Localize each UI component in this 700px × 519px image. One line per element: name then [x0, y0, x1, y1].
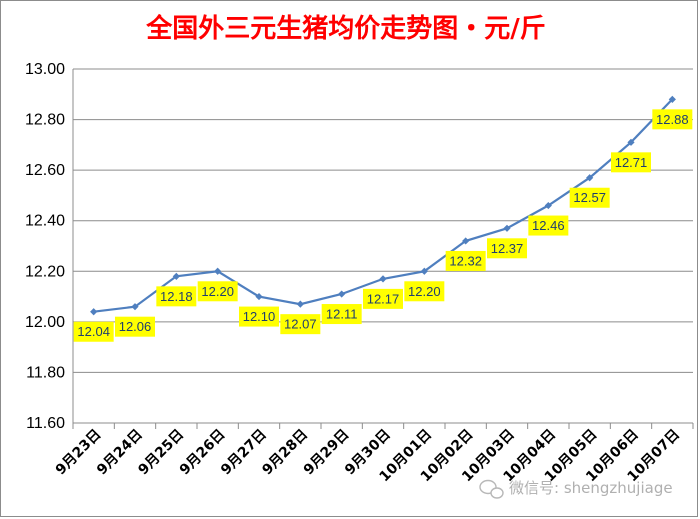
data-label-box — [569, 187, 610, 208]
data-label: 12.07 — [280, 314, 321, 335]
data-label-text: 12.17 — [367, 291, 400, 306]
data-point — [586, 174, 594, 182]
data-label-box — [363, 288, 403, 309]
data-label: 12.18 — [156, 286, 197, 307]
data-label: 12.57 — [569, 187, 610, 208]
data-point — [255, 292, 263, 301]
data-label-text: 12.07 — [284, 317, 317, 332]
y-tick-label: 12.60 — [25, 162, 65, 179]
data-point — [462, 237, 470, 245]
data-label-text: 12.20 — [201, 284, 234, 299]
data-label-text: 12.11 — [326, 307, 358, 322]
y-tick-label: 12.80 — [25, 112, 65, 129]
data-label: 12.11 — [321, 304, 362, 325]
data-point — [420, 267, 428, 275]
data-point — [131, 303, 139, 311]
y-tick-labels: 11.60 11.80 12.00 12.20 12.40 12.60 12.80 13.00 — [25, 61, 65, 432]
data-label-text: 12.88 — [656, 112, 689, 127]
data-point — [214, 267, 222, 275]
wechat-icon — [479, 479, 504, 499]
x-tick-labels: 9月23日9月24日9月25日9月26日9月27日9月28日9月29日9月30日… — [53, 427, 683, 486]
data-point — [296, 300, 304, 308]
data-point — [90, 308, 98, 316]
data-label-box — [280, 314, 321, 335]
data-label: 12.46 — [528, 215, 569, 236]
watermark: 微信号: shengzhujiage — [479, 479, 673, 499]
data-label-box — [611, 152, 651, 173]
data-label: 12.04 — [73, 321, 114, 342]
data-labels: 12.04 12.06 12.18 12.20 12.10 12.07 12.11 12.17… — [73, 109, 693, 342]
grid-lines — [73, 68, 693, 373]
data-label-box — [404, 281, 445, 302]
axes — [72, 69, 694, 429]
y-tick-label: 12.40 — [25, 213, 65, 230]
data-label-box — [652, 109, 693, 130]
data-label: 12.10 — [239, 306, 279, 327]
data-label: 12.71 — [611, 152, 651, 173]
data-label: 12.20 — [197, 281, 238, 302]
data-label-box — [197, 281, 238, 302]
data-label-box — [321, 304, 362, 325]
data-label-text: 12.20 — [408, 284, 441, 299]
data-point — [172, 272, 180, 280]
y-tick-label: 11.80 — [26, 364, 65, 381]
series-line — [90, 95, 676, 316]
data-label-box — [73, 321, 114, 342]
data-label-text: 12.06 — [119, 319, 152, 334]
data-label-text: 12.71 — [615, 155, 648, 170]
data-label: 12.17 — [363, 288, 403, 309]
data-label-box — [445, 250, 486, 271]
data-label-text: 12.04 — [77, 324, 110, 339]
data-point — [338, 290, 346, 298]
watermark-text: 微信号: shengzhujiage — [509, 479, 673, 497]
data-label: 12.88 — [652, 109, 693, 130]
data-label-text: 12.10 — [243, 309, 276, 324]
data-point — [668, 95, 676, 103]
data-point — [627, 138, 635, 146]
data-label-box — [156, 286, 197, 307]
data-label-box — [528, 215, 569, 236]
data-label-box — [115, 316, 155, 337]
data-label-box — [239, 306, 279, 327]
data-point — [379, 275, 387, 283]
y-tick-label: 13.00 — [25, 61, 65, 78]
data-label-text: 12.18 — [160, 289, 193, 304]
data-label-box — [487, 238, 527, 259]
data-label: 12.37 — [487, 238, 527, 259]
data-label: 12.06 — [115, 316, 155, 337]
data-label-text: 12.57 — [573, 190, 606, 205]
chart-title: 全国外三元生猪均价走势图・元/斤 — [145, 13, 546, 44]
data-label-text: 12.46 — [532, 218, 565, 233]
data-label: 12.32 — [445, 250, 486, 271]
data-label-text: 12.37 — [491, 241, 524, 256]
data-label: 12.20 — [404, 281, 445, 302]
data-label-text: 12.32 — [449, 253, 482, 268]
data-point — [544, 201, 552, 210]
data-point — [503, 224, 511, 232]
y-tick-label: 12.00 — [25, 314, 65, 331]
y-tick-label: 11.60 — [26, 415, 65, 432]
y-tick-label: 12.20 — [25, 263, 65, 280]
